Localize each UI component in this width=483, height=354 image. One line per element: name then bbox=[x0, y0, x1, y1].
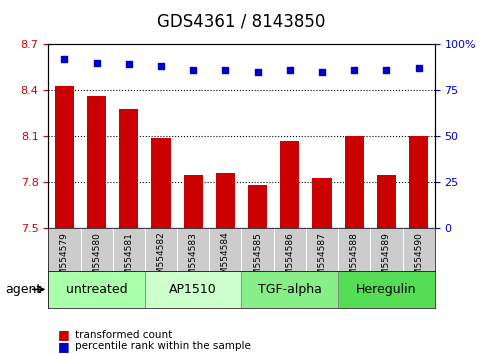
Text: GSM554584: GSM554584 bbox=[221, 232, 230, 286]
Text: GSM554590: GSM554590 bbox=[414, 232, 423, 287]
Point bbox=[383, 67, 390, 73]
Bar bbox=[48, 271, 145, 308]
Point bbox=[125, 62, 133, 67]
Bar bbox=[242, 271, 338, 308]
Text: GSM554580: GSM554580 bbox=[92, 232, 101, 287]
Text: ■: ■ bbox=[58, 328, 70, 341]
Point bbox=[157, 63, 165, 69]
Bar bbox=[87, 96, 106, 228]
Text: GSM554585: GSM554585 bbox=[253, 232, 262, 287]
Text: GSM554583: GSM554583 bbox=[189, 232, 198, 287]
Bar bbox=[55, 86, 74, 228]
Point bbox=[286, 67, 294, 73]
Text: GSM554582: GSM554582 bbox=[156, 232, 166, 286]
Point bbox=[350, 67, 358, 73]
Bar bbox=[184, 175, 203, 228]
Text: agent: agent bbox=[5, 283, 41, 296]
Bar bbox=[216, 173, 235, 228]
Text: untreated: untreated bbox=[66, 283, 128, 296]
Point bbox=[93, 60, 100, 65]
Text: Heregulin: Heregulin bbox=[356, 283, 417, 296]
Text: GSM554581: GSM554581 bbox=[124, 232, 133, 287]
Text: TGF-alpha: TGF-alpha bbox=[258, 283, 322, 296]
Bar bbox=[119, 109, 139, 228]
Text: ■: ■ bbox=[58, 340, 70, 353]
Bar bbox=[248, 185, 267, 228]
Text: GSM554579: GSM554579 bbox=[60, 232, 69, 287]
Point bbox=[415, 65, 423, 71]
Bar bbox=[338, 271, 435, 308]
Point bbox=[318, 69, 326, 75]
Bar bbox=[151, 138, 170, 228]
Bar bbox=[313, 178, 332, 228]
Bar bbox=[280, 141, 299, 228]
Point bbox=[254, 69, 261, 75]
Text: GSM554588: GSM554588 bbox=[350, 232, 359, 287]
Text: GSM554589: GSM554589 bbox=[382, 232, 391, 287]
Text: GSM554586: GSM554586 bbox=[285, 232, 294, 287]
Bar bbox=[344, 136, 364, 228]
Text: AP1510: AP1510 bbox=[170, 283, 217, 296]
Point bbox=[189, 67, 197, 73]
Bar bbox=[145, 271, 242, 308]
Text: GDS4361 / 8143850: GDS4361 / 8143850 bbox=[157, 12, 326, 30]
Point bbox=[222, 67, 229, 73]
Text: GSM554587: GSM554587 bbox=[317, 232, 327, 287]
Bar bbox=[377, 175, 396, 228]
Text: percentile rank within the sample: percentile rank within the sample bbox=[75, 341, 251, 351]
Bar bbox=[409, 136, 428, 228]
Point bbox=[60, 56, 68, 62]
Text: transformed count: transformed count bbox=[75, 330, 172, 339]
